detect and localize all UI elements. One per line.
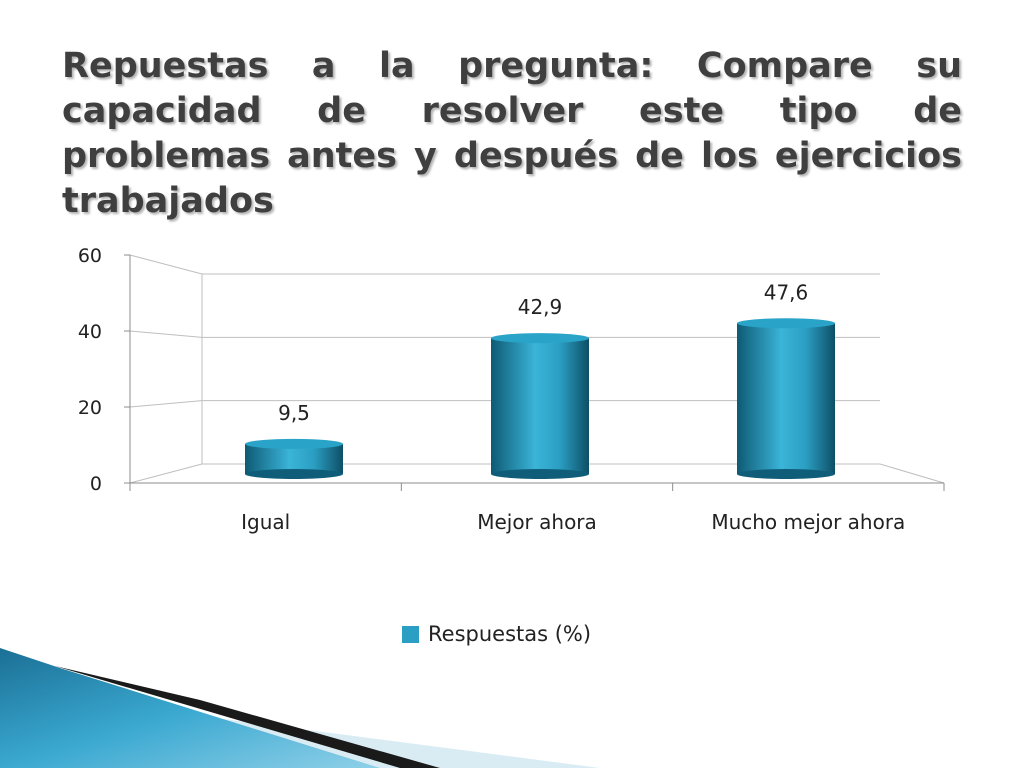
- bar-body: [737, 323, 835, 474]
- decoration-dark-swoosh: [55, 666, 440, 768]
- gridline-connector: [129, 400, 203, 408]
- gridline-connector: [129, 330, 203, 338]
- bar-body: [245, 443, 343, 474]
- x-tick-label: Mucho mejor ahora: [711, 510, 905, 534]
- legend-swatch: [402, 625, 419, 643]
- x-tick-label: Mejor ahora: [477, 510, 597, 534]
- bar-top: [737, 318, 835, 329]
- y-tick-label: 0: [90, 473, 102, 495]
- slide-title: Repuestas a la pregunta: Compare su capa…: [62, 46, 962, 221]
- legend: Respuestas (%): [402, 622, 591, 646]
- y-tick-label: 60: [78, 245, 102, 267]
- x-tick-label: Igual: [241, 510, 290, 534]
- bar-top: [245, 438, 343, 449]
- bar: [245, 438, 343, 479]
- gridline-connector: [129, 463, 203, 484]
- data-label: 47,6: [764, 280, 809, 304]
- bar-base: [245, 469, 343, 479]
- legend-label: Respuestas (%): [428, 622, 592, 646]
- gridline-connector: [129, 254, 203, 275]
- x-axis-labels: Igual Mejor ahora Mucho mejor ahora: [129, 483, 945, 534]
- bars: 9,5 42,9 47,6: [245, 280, 835, 479]
- slide-decoration: [0, 648, 600, 768]
- y-tick-label: 40: [78, 321, 102, 343]
- data-label: 42,9: [518, 295, 563, 319]
- y-tick-label: 20: [78, 397, 102, 419]
- bar-base: [737, 469, 835, 479]
- bar: [737, 318, 835, 479]
- y-axis-ticks: 0 20 40 60: [78, 245, 130, 495]
- decoration-blue-swoosh: [0, 648, 380, 768]
- data-label: 9,5: [278, 401, 310, 425]
- bar-base: [491, 469, 589, 479]
- bar-top: [491, 333, 589, 344]
- bar-body: [491, 338, 589, 474]
- bar: [491, 333, 589, 479]
- floor-edge: [879, 463, 945, 484]
